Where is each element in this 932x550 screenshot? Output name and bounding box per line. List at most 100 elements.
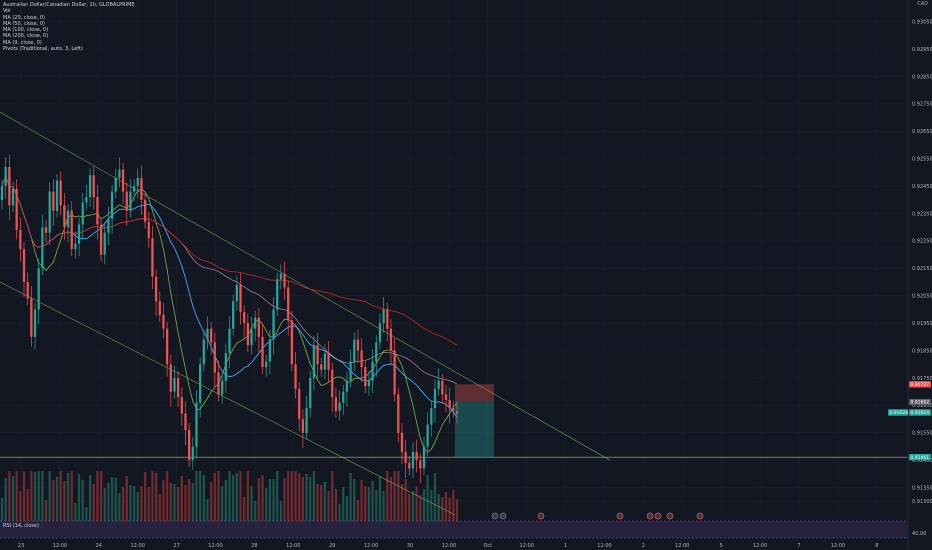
position-tool <box>455 384 494 458</box>
volume-bar <box>386 471 389 521</box>
candle <box>129 191 132 211</box>
candle <box>309 377 312 409</box>
candle <box>41 227 44 269</box>
volume-bar <box>371 481 374 521</box>
event-marker <box>499 512 507 520</box>
price-tag-label: 0.91662 <box>911 400 930 406</box>
candle <box>165 328 169 365</box>
volume-bar <box>353 479 356 521</box>
candle <box>243 312 246 324</box>
price-tag <box>909 453 931 461</box>
volume-bar <box>276 471 279 521</box>
volume-bar <box>110 477 114 521</box>
candle <box>136 177 139 187</box>
candle <box>327 353 330 370</box>
x-tick-label: 12:00 <box>753 543 767 549</box>
volume-bar <box>81 480 84 521</box>
candle <box>408 462 411 469</box>
volume-bar <box>378 476 382 521</box>
volume-bar <box>158 494 161 521</box>
candle <box>452 408 455 411</box>
candle <box>389 328 393 351</box>
volume-bars <box>0 471 459 521</box>
volume-bar <box>8 471 11 521</box>
candle <box>88 175 92 198</box>
event-marker <box>537 512 545 520</box>
volume-bar <box>228 471 231 521</box>
candle <box>140 177 143 200</box>
candle <box>8 166 11 206</box>
candle <box>184 413 187 431</box>
volume-bar <box>433 473 437 521</box>
candle <box>162 314 165 329</box>
volume-bar <box>408 494 411 521</box>
candle <box>290 320 294 365</box>
volume-bar <box>437 494 440 521</box>
y-tick-label: 0.91950 <box>912 321 932 327</box>
volume-bar <box>19 491 22 521</box>
x-tick-label: 27 <box>173 543 179 549</box>
candle <box>81 202 84 225</box>
volume-bar <box>217 471 220 521</box>
volume-bar <box>37 471 40 521</box>
candle <box>437 380 440 389</box>
volume-bar <box>187 479 191 521</box>
candle <box>103 232 106 255</box>
candle <box>276 279 279 310</box>
volume-bar <box>180 476 183 521</box>
y-tick-label: 0.91300 <box>912 499 932 505</box>
candle <box>213 342 216 373</box>
price-tag <box>909 409 931 416</box>
x-tick-label: 8 <box>875 543 878 549</box>
volume-bar <box>4 478 7 521</box>
candle <box>107 219 110 233</box>
volume-bar <box>125 476 128 521</box>
volume-bar <box>202 475 205 521</box>
candle <box>386 309 389 329</box>
crosshair-tag-label: 0.91624 <box>890 410 909 416</box>
volume-bar <box>448 498 451 521</box>
y-tick-label: 0.92350 <box>912 211 932 217</box>
candle <box>360 350 363 368</box>
candle <box>261 336 264 368</box>
volume-bar <box>290 471 294 521</box>
event-marker <box>491 512 499 520</box>
candle <box>393 350 396 395</box>
candle <box>294 364 297 389</box>
volume-bar <box>74 503 77 521</box>
volume-bar <box>312 471 316 521</box>
candle <box>265 361 268 368</box>
candle <box>301 419 305 433</box>
volume-bar <box>305 474 308 521</box>
ma-line <box>1 175 458 418</box>
volume-bar <box>364 486 367 521</box>
volume-bar <box>397 471 400 521</box>
price-tag <box>909 398 931 406</box>
y-tick-label: 0.91350 <box>912 485 932 491</box>
y-tick-label: 0.91550 <box>912 431 932 437</box>
legend-symbol: Australian Dollar/Canadian Dollar, 1h, G… <box>3 2 135 8</box>
volume-bar <box>143 472 147 521</box>
volume-bar <box>132 486 136 521</box>
volume-bar <box>415 486 418 521</box>
volume-bar <box>184 485 187 521</box>
volume-bar <box>232 475 235 521</box>
volume-bar <box>444 492 448 521</box>
candle <box>85 197 88 203</box>
y-tick-label: 0.92250 <box>912 239 932 245</box>
y-tick-label: 0.92850 <box>912 74 932 80</box>
target-zone <box>455 402 494 458</box>
volume-bar <box>173 484 176 521</box>
candles <box>0 154 459 484</box>
candle <box>283 273 286 288</box>
volume-bar <box>70 471 73 521</box>
candle <box>48 191 51 233</box>
candle <box>430 408 433 425</box>
volume-bar <box>356 500 360 521</box>
y-tick-label: 0.92150 <box>912 266 932 272</box>
candle <box>415 451 418 461</box>
candle <box>132 186 136 192</box>
volume-bar <box>272 479 275 521</box>
candle <box>371 361 374 381</box>
